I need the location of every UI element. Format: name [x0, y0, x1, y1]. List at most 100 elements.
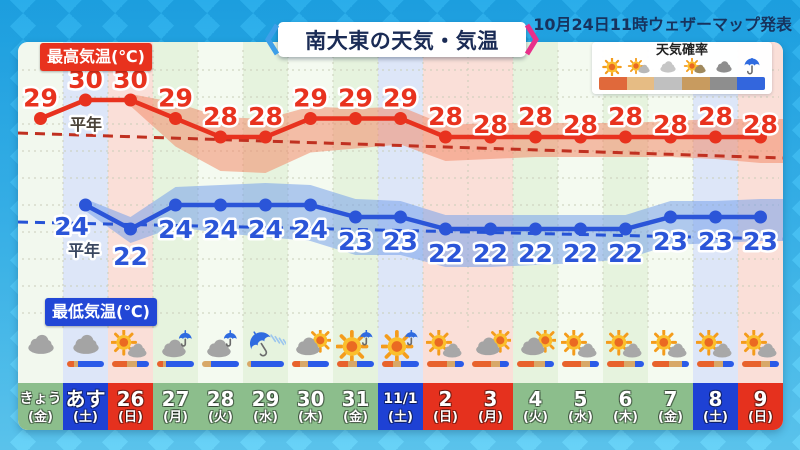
sun-cloud-icon — [605, 329, 641, 358]
date-label: 6 — [618, 386, 633, 411]
weather-icon-cell — [693, 328, 738, 364]
weather-icon-cell — [63, 328, 108, 364]
svg-text:29: 29 — [293, 84, 328, 113]
issued-timestamp: 10月24日11時ウェザーマップ発表 — [533, 15, 792, 34]
date-label: 30 — [296, 386, 325, 411]
probability-bar-cell — [603, 361, 648, 367]
weather-icon-cell — [513, 328, 558, 364]
svg-text:29: 29 — [23, 84, 58, 113]
probability-segment-rain — [454, 361, 464, 367]
probability-bar-cell — [693, 361, 738, 367]
date-cell: 11/1 (土) — [378, 383, 423, 430]
svg-text:28: 28 — [653, 110, 688, 139]
probability-segment-rain — [78, 361, 104, 367]
day-of-week-label: (金) — [28, 409, 53, 425]
probability-bar-cell — [378, 361, 423, 367]
probability-bar — [382, 361, 419, 367]
day-of-week-label: (日) — [118, 409, 143, 425]
probability-segment-part — [348, 361, 358, 367]
svg-text:28: 28 — [608, 102, 643, 131]
probability-bar — [337, 361, 374, 367]
date-cell: 28 (火) — [198, 383, 243, 430]
probability-bar — [112, 361, 149, 367]
left-bracket-icon — [265, 23, 280, 56]
weather-icon-cell — [108, 328, 153, 364]
cloud-dark-icon — [710, 58, 738, 76]
probability-segment-part — [760, 361, 770, 367]
weather-icon-cell — [423, 328, 468, 364]
probability-bar-cell — [288, 361, 333, 367]
day-of-week-label: (日) — [748, 409, 773, 425]
probability-segment-rain — [544, 361, 554, 367]
svg-text:23: 23 — [653, 227, 688, 256]
probability-segment-part — [126, 361, 138, 367]
probability-bar — [517, 361, 554, 367]
probability-segment-part — [533, 361, 545, 367]
probability-segment-part — [623, 361, 635, 367]
probability-segment-rain — [166, 361, 194, 367]
sun-icon — [598, 58, 626, 76]
svg-text:28: 28 — [518, 102, 553, 131]
legend-swatch — [709, 77, 738, 90]
day-of-week-label: (日) — [433, 409, 458, 425]
day-of-week-label: (火) — [208, 409, 233, 425]
probability-bar — [67, 361, 104, 367]
probability-segment-sun — [472, 361, 491, 367]
svg-text:23: 23 — [338, 227, 373, 256]
probability-bar-cell — [243, 361, 288, 367]
date-label: 5 — [573, 386, 588, 411]
title-banner: 南大東の天気・気温 — [265, 22, 539, 57]
probability-bar — [562, 361, 599, 367]
probability-segment-rain — [137, 361, 149, 367]
cloud-sun-icon — [475, 329, 511, 355]
right-bracket-icon — [524, 23, 539, 56]
day-of-week-label: (木) — [298, 409, 323, 425]
probability-bar-cell — [333, 361, 378, 367]
probability-bar — [652, 361, 689, 367]
date-label: 31 — [341, 386, 370, 411]
day-of-week-label: (土) — [73, 409, 98, 425]
date-label: 27 — [161, 386, 190, 411]
date-cell: 27 (月) — [153, 383, 198, 430]
svg-text:29: 29 — [338, 84, 373, 113]
umbrella-icon — [738, 58, 766, 76]
max-temp-label: 最高気温(℃) — [40, 43, 152, 71]
svg-text:29: 29 — [158, 84, 193, 113]
svg-text:28: 28 — [743, 110, 778, 139]
cloud-sun-icon — [295, 329, 331, 355]
probability-segment-sun — [652, 361, 669, 367]
probability-bar — [292, 361, 329, 367]
legend-swatch — [682, 77, 710, 90]
svg-text:29: 29 — [383, 84, 418, 113]
weather-icon-cell — [18, 328, 63, 364]
date-cell: 29 (水) — [243, 383, 288, 430]
date-label: 28 — [206, 386, 235, 411]
probability-segment-part — [447, 361, 455, 367]
svg-text:28: 28 — [698, 102, 733, 131]
day-column-stripe — [18, 42, 63, 430]
date-cell: あす (土) — [63, 383, 108, 430]
svg-text:22: 22 — [428, 239, 463, 268]
date-label: 9 — [753, 386, 768, 411]
probability-bar-cell — [648, 361, 693, 367]
date-cell: 3 (月) — [468, 383, 513, 430]
probability-segment-part — [668, 361, 682, 367]
day-of-week-label: (月) — [478, 409, 503, 425]
legend-swatches — [599, 77, 765, 90]
svg-text:平年: 平年 — [70, 115, 102, 134]
probability-segment-rain — [250, 361, 284, 367]
legend-swatch — [599, 77, 627, 90]
svg-text:23: 23 — [383, 227, 418, 256]
day-of-week-label: (月) — [163, 409, 188, 425]
probability-bar — [607, 361, 644, 367]
probability-segment-sun — [562, 361, 581, 367]
date-cell: 6 (木) — [603, 383, 648, 430]
svg-text:28: 28 — [563, 110, 598, 139]
svg-text:22: 22 — [563, 239, 598, 268]
probability-segment-rain — [400, 361, 419, 367]
probability-segment-part — [490, 361, 500, 367]
probability-segment-sun — [337, 361, 349, 367]
date-cell: 31 (金) — [333, 383, 378, 430]
cloud-umbrella-icon — [161, 329, 192, 357]
